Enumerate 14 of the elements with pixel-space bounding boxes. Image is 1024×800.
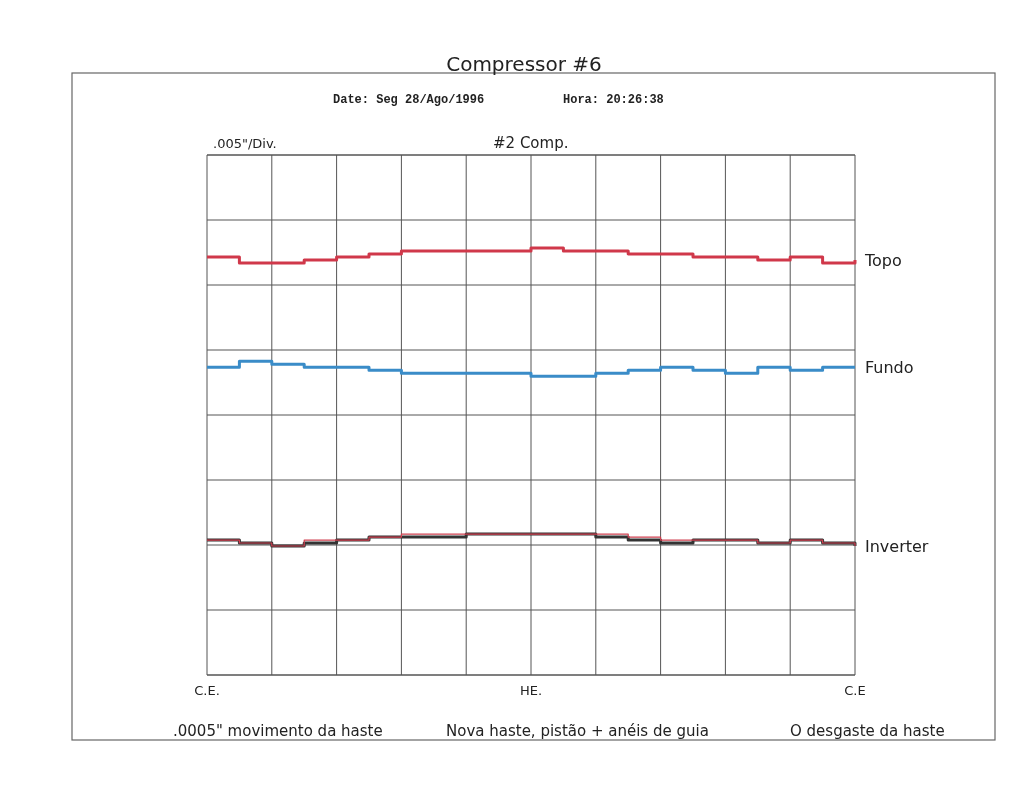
text: .005"/Div. (213, 136, 277, 151)
chart-title: Compressor #6 (446, 52, 602, 76)
text: .0005" movimento da haste (173, 722, 383, 740)
text: O desgaste da haste (790, 722, 945, 740)
x-tick-label: HE. (519, 683, 543, 698)
series-label: Fundo (865, 358, 914, 378)
text: Hora: 20:26:38 (563, 93, 664, 107)
text: Nova haste, pistão + anéis de guia (446, 722, 709, 740)
x-tick-label: C.E. (194, 683, 220, 698)
text: #2 Comp. (493, 134, 569, 152)
text: Date: Seg 28/Ago/1996 (333, 93, 485, 107)
series-label: Inverter (865, 537, 929, 556)
x-tick-label: C.E (844, 683, 866, 698)
series-label: Topo (864, 250, 902, 270)
